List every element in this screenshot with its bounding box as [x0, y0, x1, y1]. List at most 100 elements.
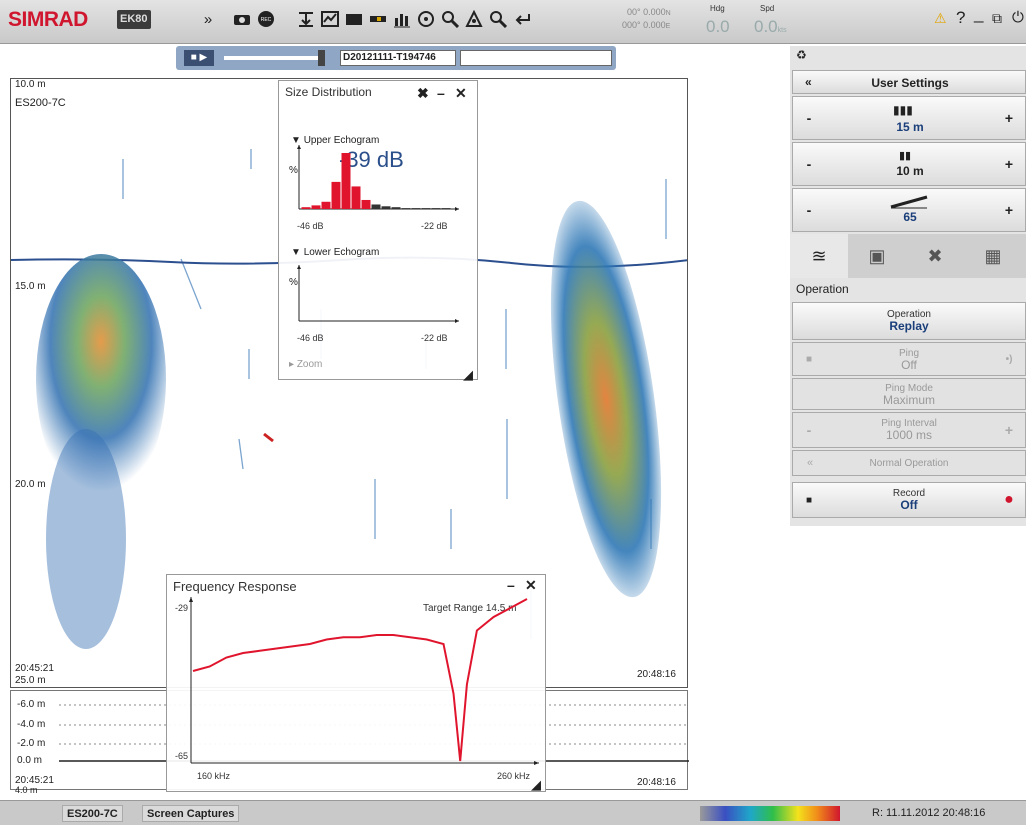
channel-label: ES200-7C	[15, 97, 66, 109]
speed-value: 0.0kts	[754, 17, 787, 36]
chevrons-down-icon[interactable]: »	[203, 10, 213, 28]
lower-time-left: 20:45:21	[15, 775, 54, 786]
start-decrease-button[interactable]: -	[806, 156, 812, 172]
lower-echogram-toggle[interactable]: ▼ Lower Echogram	[291, 247, 380, 258]
operation-label: Operation	[887, 309, 931, 320]
panel-tabs: ≊ ▣ ✖ ▦	[790, 234, 1026, 278]
lower-tick-2: -2.0 m	[17, 738, 46, 749]
expand-icon: «	[807, 457, 814, 469]
record-stop-icon[interactable]: ■	[805, 494, 813, 506]
time-left-label: 20:45:21	[15, 663, 54, 674]
slider-handle[interactable]	[318, 50, 325, 66]
operation-value: Replay	[889, 319, 929, 333]
product-badge: EK80	[117, 10, 151, 29]
range-icon: ▮▮▮	[893, 103, 913, 117]
depth-label-15: 15.0 m	[15, 281, 46, 292]
ping-interval-label: Ping Interval	[881, 418, 937, 429]
record-icon[interactable]: REC	[256, 9, 276, 29]
range-increase-button[interactable]: +	[1004, 110, 1014, 126]
operation-button[interactable]: Operation Replay	[792, 302, 1026, 340]
zoom-toggle[interactable]: ▸ Zoom	[289, 359, 323, 370]
user-settings-button[interactable]: « User Settings	[792, 70, 1026, 94]
record-label: Record	[892, 488, 926, 499]
echogram-icon[interactable]	[320, 9, 340, 29]
longitude-readout: 000° 0.000E	[622, 20, 671, 30]
echogram-image	[11, 149, 687, 649]
histogram-bar	[411, 208, 421, 209]
record-start-icon[interactable]: ●	[1004, 491, 1014, 508]
ping-interval-increase[interactable]: +	[1004, 422, 1014, 438]
resize-grip-icon[interactable]: ◢	[463, 367, 473, 382]
tab-output-icon[interactable]: ▦	[984, 246, 1002, 266]
histogram-bar	[431, 208, 441, 209]
ping-mode-button[interactable]: Ping Mode Maximum	[792, 378, 1026, 410]
close-panel-button[interactable]: ✕	[455, 85, 467, 101]
histogram-bar	[441, 208, 451, 209]
channel-status-button[interactable]: ES200-7C	[62, 805, 123, 822]
pin-icon[interactable]: ♻	[796, 48, 807, 62]
ping-mode-label: Ping Mode	[885, 383, 933, 394]
histogram-bar	[351, 186, 361, 209]
minimize-panel-button[interactable]: –	[437, 85, 445, 101]
help-button[interactable]: ?	[956, 8, 966, 27]
restore-icon[interactable]: ⧉	[992, 10, 1002, 26]
range-control: - ▮▮▮ 15 m +	[792, 96, 1026, 140]
frequency-response-chart	[189, 597, 539, 765]
play-icon[interactable]: ■ ▶	[184, 50, 214, 66]
depth-marker-icon[interactable]	[296, 9, 316, 29]
speed-label: Spd	[760, 4, 775, 13]
color-scale[interactable]	[700, 806, 840, 821]
ping-interval-decrease[interactable]: -	[806, 422, 812, 438]
camera-icon[interactable]	[232, 9, 252, 29]
top-toolbar: SIMRAD EK80 » REC 00° 0.000N 000° 0.000E	[0, 0, 1026, 44]
lower-time-right: 20:48:16	[637, 777, 676, 788]
histogram-bar	[371, 204, 381, 209]
tab-operation-icon[interactable]: ≊	[790, 234, 848, 278]
replay-slider[interactable]	[224, 56, 324, 60]
minimize-button[interactable]: _	[974, 4, 984, 23]
start-range-control: - ▮▮ 10 m +	[792, 142, 1026, 186]
minimize-panel-button[interactable]: –	[507, 577, 515, 593]
gain-increase-button[interactable]: +	[1004, 202, 1014, 218]
heading-label: Hdg	[710, 4, 725, 13]
warning-icon[interactable]: ⚠	[934, 10, 947, 26]
size-distribution-panel[interactable]: Size Distribution ✖ – ✕ ▼ Upper Echogram…	[278, 80, 478, 382]
magnifier-icon[interactable]	[440, 9, 460, 29]
power-icon[interactable]: ⏻	[1012, 9, 1024, 26]
tab-display-icon[interactable]: ▣	[868, 246, 886, 266]
lower-bottom-depth: 4.0 m	[15, 785, 38, 795]
gain-value: 65	[903, 210, 917, 224]
close-panel-button[interactable]: ✕	[525, 577, 537, 593]
replay-bar: ■ ▶ D20121111-T194746	[176, 46, 616, 70]
tab-setup-icon[interactable]: ✖	[927, 246, 943, 266]
histogram-bar	[301, 207, 311, 209]
lower-tick-4: -4.0 m	[17, 719, 46, 730]
range-decrease-button[interactable]: -	[806, 110, 812, 126]
triangle-target-icon[interactable]	[464, 9, 484, 29]
normal-operation-button[interactable]: « Normal Operation	[792, 450, 1026, 476]
histogram-bar	[331, 181, 341, 209]
upper-y-unit: %	[289, 165, 298, 176]
screen-captures-button[interactable]: Screen Captures	[142, 805, 240, 822]
resize-grip-icon[interactable]: ◢	[531, 777, 541, 792]
upper-echogram[interactable]: 10.0 m ES200-7C 15.0 m 20.0 m 20:45:21 2…	[10, 78, 688, 688]
panel-tools-icon[interactable]: ✖	[417, 85, 429, 101]
start-increase-button[interactable]: +	[1004, 156, 1014, 172]
undo-arrow-icon[interactable]	[512, 9, 532, 29]
latitude-readout: 00° 0.000N	[627, 7, 671, 17]
top-range-label: 10.0 m	[15, 79, 46, 90]
compass-icon[interactable]	[416, 9, 436, 29]
frequency-response-panel[interactable]: Frequency Response – ✕ -29 -65 Target Ra…	[166, 574, 546, 792]
zoom-icon[interactable]	[488, 9, 508, 29]
ping-start-icon[interactable]: •)	[1005, 353, 1013, 365]
lower-tick-6: -6.0 m	[17, 699, 46, 710]
folder-icon[interactable]	[344, 9, 364, 29]
ping-interval-value: 1000 ms	[885, 428, 933, 442]
ruler-icon[interactable]	[368, 9, 388, 29]
bar-chart-icon[interactable]	[392, 9, 412, 29]
ping-stop-icon[interactable]: ■	[805, 353, 813, 365]
lower-tick-0: 0.0 m	[17, 755, 43, 766]
heading-value: 0.0	[706, 17, 730, 36]
gain-decrease-button[interactable]: -	[806, 202, 812, 218]
upper-echogram-toggle[interactable]: ▼ Upper Echogram	[291, 135, 380, 146]
